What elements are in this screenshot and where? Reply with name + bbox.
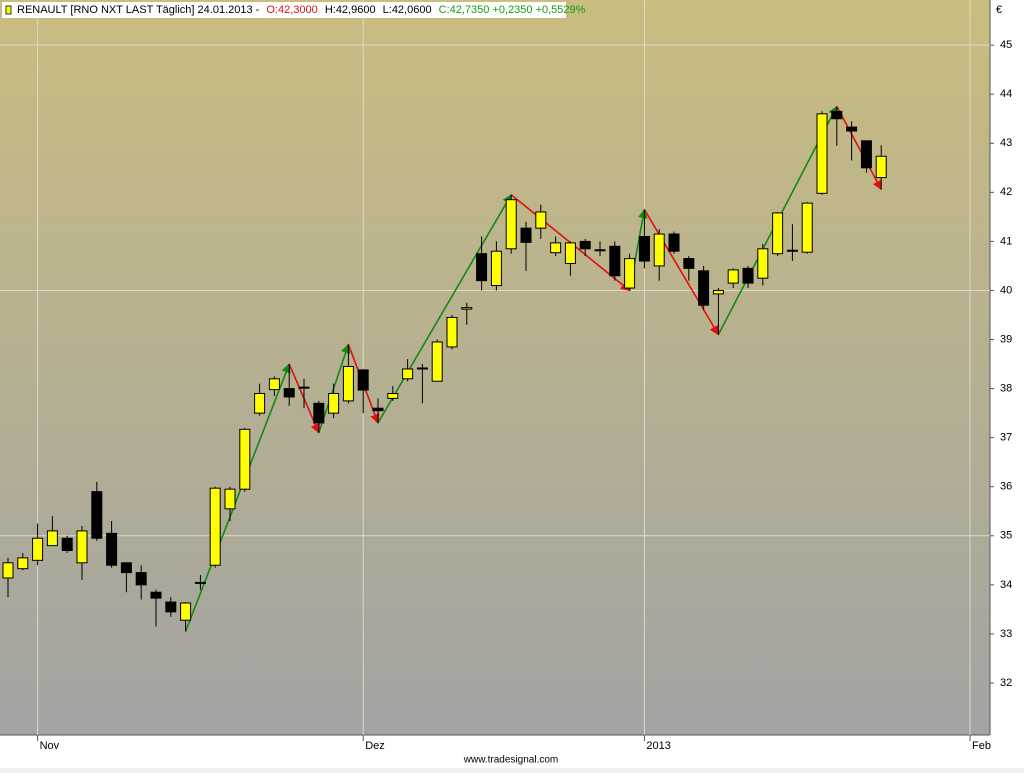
candle-body xyxy=(239,428,251,490)
candle-body xyxy=(609,245,621,277)
candle-body xyxy=(150,591,162,599)
candle-body xyxy=(875,155,887,179)
candle-body xyxy=(520,227,532,243)
y-tick-label: 42 xyxy=(1000,186,1012,198)
candle-body xyxy=(772,212,784,255)
y-tick-label: 35 xyxy=(1000,530,1012,542)
candle-body xyxy=(357,369,369,391)
candle-body xyxy=(194,581,206,584)
candle-body xyxy=(416,367,428,370)
header-close: C:42,7350 +0,2350 +0,5529% xyxy=(439,4,586,16)
candle-body xyxy=(786,249,798,252)
header-high: H:42,9600 xyxy=(325,4,376,16)
candle-body xyxy=(372,407,384,412)
candle-body xyxy=(76,530,88,564)
candle-body xyxy=(209,487,221,566)
candle-body xyxy=(387,393,399,399)
candle-body xyxy=(254,393,266,414)
candle-body xyxy=(2,562,14,579)
candle-body xyxy=(91,491,103,539)
plot-background xyxy=(0,0,990,735)
zigzag-segment xyxy=(836,106,882,191)
candle-body xyxy=(831,110,843,120)
header-icon xyxy=(5,5,12,15)
candle-body xyxy=(505,199,517,250)
y-tick-label: 41 xyxy=(1000,235,1012,247)
candle-body xyxy=(698,270,710,306)
footer: www.tradesignal.com xyxy=(463,755,558,766)
candle-body xyxy=(535,211,547,229)
header-symbol: RENAULT [RNO NXT LAST Täglich] 24.01.201… xyxy=(17,4,260,16)
candle-body xyxy=(742,267,754,284)
candle-body xyxy=(653,233,665,267)
candle-body xyxy=(135,572,147,586)
candle-body xyxy=(446,316,458,348)
y-tick-label: 32 xyxy=(1000,677,1012,689)
candle-body xyxy=(106,532,118,566)
y-axis-area xyxy=(990,0,1024,768)
header-box xyxy=(2,2,566,18)
header-low: L:42,0600 xyxy=(383,4,432,16)
header: RENAULT [RNO NXT LAST Täglich] 24.01.201… xyxy=(17,4,586,16)
header-open: O:42,3000 xyxy=(266,4,317,16)
candle-body xyxy=(313,402,325,424)
candle-body xyxy=(342,366,354,402)
x-tick-label: Feb xyxy=(972,740,991,752)
y-tick-label: 38 xyxy=(1000,383,1012,395)
candle-body xyxy=(180,602,192,621)
candle-body xyxy=(298,386,310,389)
candle-body xyxy=(727,269,739,284)
candle-body xyxy=(268,378,280,391)
y-tick-label: 34 xyxy=(1000,579,1012,591)
candle-body xyxy=(668,233,680,252)
candle-body xyxy=(402,368,414,380)
y-tick-label: 43 xyxy=(1000,137,1012,149)
candle-body xyxy=(757,248,769,279)
y-tick-label: 39 xyxy=(1000,333,1012,345)
candle-body xyxy=(594,249,606,252)
y-tick-label: 40 xyxy=(1000,284,1012,296)
candle-body xyxy=(712,289,724,295)
grid xyxy=(0,0,990,735)
x-axis-area xyxy=(0,735,990,768)
candle-body xyxy=(17,557,29,570)
currency: € xyxy=(996,4,1002,16)
candle-body xyxy=(431,341,443,382)
candle-body xyxy=(624,258,636,289)
candle-body xyxy=(816,113,828,194)
candle-body xyxy=(32,537,44,561)
candle-body xyxy=(801,202,813,253)
candle-body xyxy=(579,240,591,250)
y-tick-label: 44 xyxy=(1000,88,1012,100)
candle-body xyxy=(490,250,502,287)
y-tick-label: 45 xyxy=(1000,39,1012,51)
candle-body xyxy=(283,388,295,398)
candle-body xyxy=(860,140,872,169)
candle-body xyxy=(46,530,58,547)
candle-body xyxy=(461,307,473,310)
axes: 32 33 34 35 36 37 38 39 40 41 42 43 44 45 Nov Dez 2013 Fe… xyxy=(37,39,1012,752)
candle-body xyxy=(120,562,132,574)
candles xyxy=(2,106,887,632)
candle-body xyxy=(550,242,562,254)
x-tick-label: Dez xyxy=(365,740,385,752)
y-tick-label: 33 xyxy=(1000,628,1012,640)
y-tick-label: 36 xyxy=(1000,481,1012,493)
candle-body xyxy=(683,258,695,269)
candle-body xyxy=(61,537,73,552)
candle-body xyxy=(846,126,858,132)
x-tick-label: Nov xyxy=(40,740,60,752)
candle-body xyxy=(476,253,488,282)
x-tick-label: 2013 xyxy=(646,740,670,752)
zigzag-segment xyxy=(643,209,720,336)
zigzag-segment xyxy=(184,363,291,632)
candle-body xyxy=(165,601,177,613)
candle-body xyxy=(638,235,650,262)
candle-body xyxy=(224,488,236,510)
candle-body xyxy=(328,393,340,414)
y-tick-label: 37 xyxy=(1000,432,1012,444)
candle-body xyxy=(564,242,576,264)
zigzag-segment xyxy=(377,193,512,424)
